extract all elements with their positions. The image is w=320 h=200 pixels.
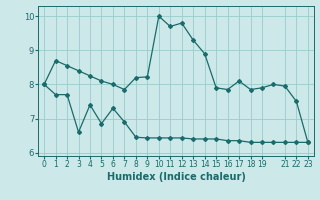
X-axis label: Humidex (Indice chaleur): Humidex (Indice chaleur) xyxy=(107,172,245,182)
